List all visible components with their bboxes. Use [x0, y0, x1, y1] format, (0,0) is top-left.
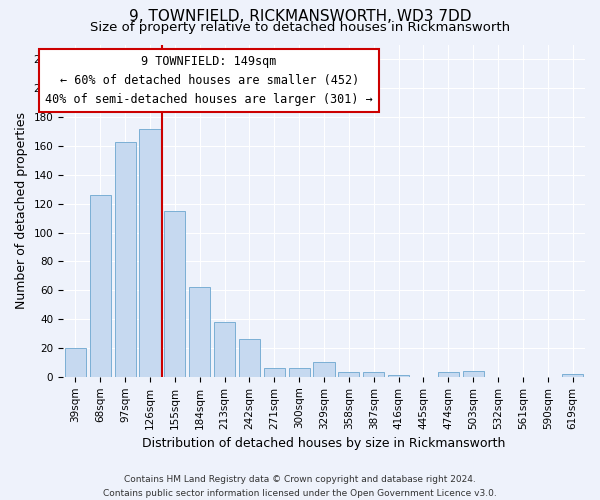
Bar	[289, 368, 310, 377]
Bar	[388, 376, 409, 377]
Bar	[90, 195, 111, 377]
Bar	[139, 128, 161, 377]
Bar	[562, 374, 583, 377]
Bar	[463, 371, 484, 377]
Bar	[313, 362, 335, 377]
Y-axis label: Number of detached properties: Number of detached properties	[15, 112, 28, 310]
Text: 9, TOWNFIELD, RICKMANSWORTH, WD3 7DD: 9, TOWNFIELD, RICKMANSWORTH, WD3 7DD	[129, 9, 471, 24]
Bar	[239, 340, 260, 377]
Bar	[438, 372, 459, 377]
Text: 9 TOWNFIELD: 149sqm
← 60% of detached houses are smaller (452)
40% of semi-detac: 9 TOWNFIELD: 149sqm ← 60% of detached ho…	[46, 55, 373, 106]
Bar	[164, 211, 185, 377]
Text: Size of property relative to detached houses in Rickmansworth: Size of property relative to detached ho…	[90, 21, 510, 34]
Bar	[189, 288, 210, 377]
Text: Contains HM Land Registry data © Crown copyright and database right 2024.
Contai: Contains HM Land Registry data © Crown c…	[103, 476, 497, 498]
Bar	[214, 322, 235, 377]
X-axis label: Distribution of detached houses by size in Rickmansworth: Distribution of detached houses by size …	[142, 437, 506, 450]
Bar	[338, 372, 359, 377]
Bar	[363, 372, 384, 377]
Bar	[264, 368, 285, 377]
Bar	[65, 348, 86, 377]
Bar	[115, 142, 136, 377]
